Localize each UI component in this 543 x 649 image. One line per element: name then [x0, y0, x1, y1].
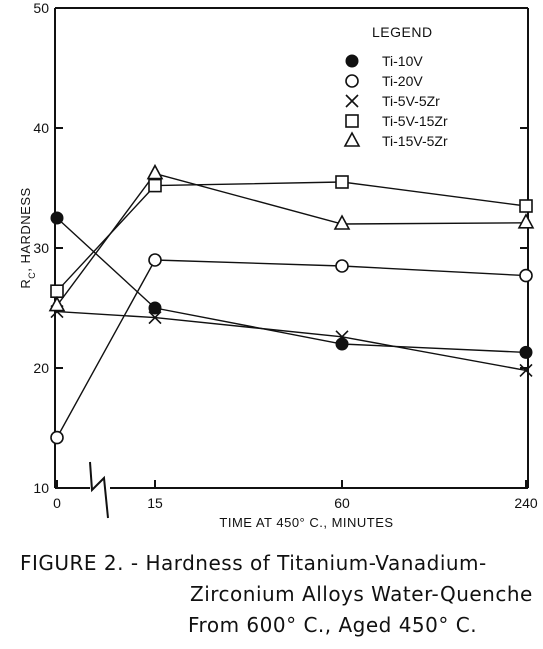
caption-line-3: From 600° C., Aged 450° C.: [188, 613, 478, 637]
data-point-ti-5v-15zr: [519, 199, 533, 213]
legend: LEGEND Ti-10V Ti-20V Ti-5V-5Zr Ti-5V-15Zr Ti-…: [343, 24, 448, 149]
data-point-ti-15v-5zr: [333, 214, 351, 230]
x-tick-label: 15: [147, 495, 163, 511]
caption-line-2: Zirconium Alloys Water-Quenche: [190, 582, 533, 606]
legend-marker-ti-10v: [345, 54, 359, 68]
data-point-ti-20v: [148, 253, 162, 267]
y-tick-label: 20: [33, 360, 49, 376]
legend-label-ti-20v: Ti-20V: [382, 73, 423, 89]
legend-label-ti-5v-5zr: Ti-5V-5Zr: [382, 93, 440, 109]
x-tick-label: 60: [334, 495, 350, 511]
y-tick-label: 40: [33, 120, 49, 136]
legend-marker-ti-5v-5zr: [345, 94, 359, 108]
series-line-ti-5v-5zr: [56, 310, 527, 372]
legend-marker-ti-15v-5zr: [343, 131, 361, 147]
series-line-ti-20v: [56, 259, 527, 438]
legend-marker-ti-5v-15zr: [345, 114, 359, 128]
data-point-ti-10v: [335, 337, 349, 351]
x-tick-label: 0: [53, 495, 61, 511]
data-point-ti-15v-5zr: [48, 295, 66, 312]
series-line-ti-5v-15zr: [56, 181, 527, 292]
data-point-ti-5v-5zr: [148, 311, 162, 325]
data-point-ti-10v: [519, 345, 533, 359]
x-tick-label: 240: [514, 495, 538, 511]
data-point-ti-10v: [50, 211, 64, 225]
data-point-ti-10v: [148, 301, 162, 315]
data-point-ti-5v-15zr: [50, 284, 64, 299]
legend-label-ti-10v: Ti-10V: [382, 53, 423, 69]
data-point-ti-15v-5zr: [517, 213, 535, 229]
y-tick-label: 10: [33, 480, 49, 496]
caption-line-1: FIGURE 2. - Hardness of Titanium-Vanadiu…: [20, 551, 487, 575]
y-axis-label: RC, HARDNESS: [18, 187, 37, 288]
figure-caption: FIGURE 2. - Hardness of Titanium-Vanadiu…: [20, 548, 535, 641]
series-line-ti-15v-5zr: [56, 172, 527, 307]
chart: 10 20 30 40 50 0 15 60 240 TIME AT 450° C., MINUT…: [18, 0, 538, 530]
legend-label-ti-5v-15zr: Ti-5V-15Zr: [382, 113, 448, 129]
data-point-ti-20v: [50, 430, 64, 445]
legend-label-ti-15v-5zr: Ti-15V-5Zr: [382, 133, 448, 149]
x-axis-label: TIME AT 450° C., MINUTES: [219, 515, 393, 530]
data-point-ti-15v-5zr: [146, 163, 164, 180]
plot-area: 10 20 30 40 50 0 15 60 240 TIME AT 450° C., MINUT…: [18, 0, 538, 530]
legend-title: LEGEND: [372, 24, 433, 40]
data-point-ti-5v-15zr: [148, 178, 162, 193]
data-point-ti-5v-5zr: [335, 330, 349, 344]
legend-marker-ti-20v: [345, 74, 359, 88]
data-point-ti-5v-15zr: [335, 175, 349, 189]
data-point-ti-20v: [519, 268, 533, 283]
data-point-ti-5v-5zr: [519, 363, 533, 377]
axis-break-mark: [89, 461, 109, 519]
y-tick-label: 30: [33, 240, 49, 256]
data-point-ti-20v: [335, 259, 349, 273]
series-line-ti-10v: [56, 217, 527, 354]
y-tick-label: 50: [33, 0, 49, 16]
